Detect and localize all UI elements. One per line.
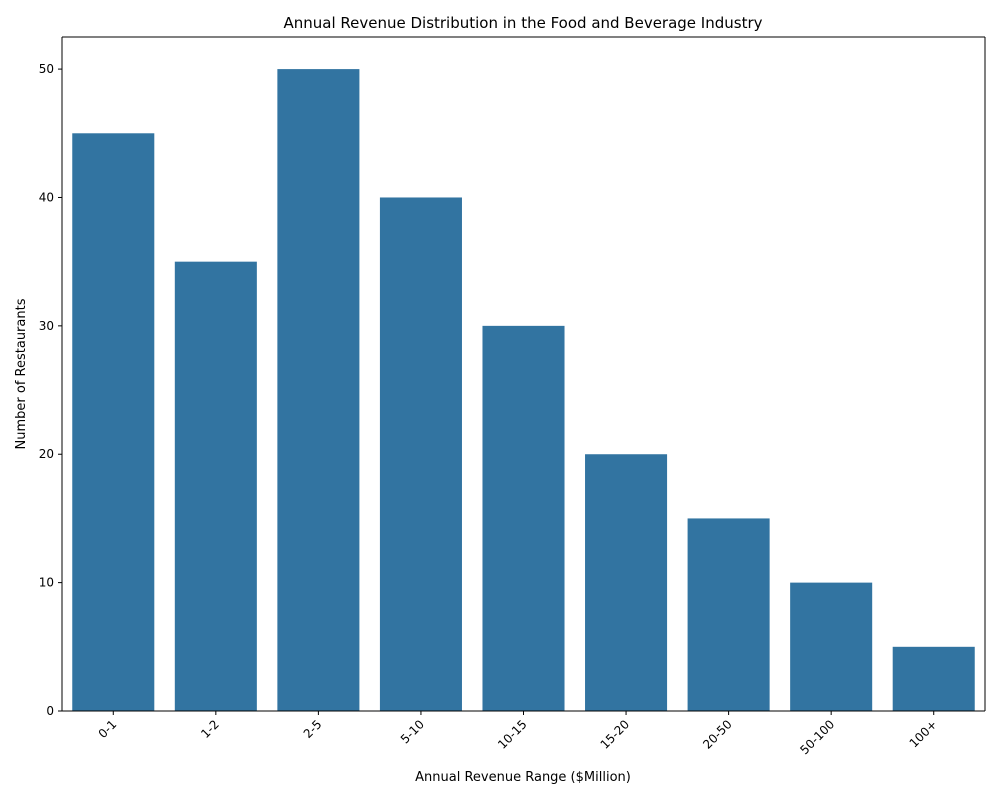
bar-1-2 [174,261,257,711]
bar-50-100 [790,582,873,711]
y-tick-label: 30 [39,319,54,333]
y-axis-label: Number of Restaurants [14,298,29,449]
x-tick-label: 50-100 [797,717,837,757]
y-tick-label: 20 [39,447,54,461]
x-tick-label: 10-15 [495,717,530,752]
x-tick-label: 15-20 [598,717,633,752]
bar-20-50 [687,518,770,711]
x-tick-label: 100+ [907,717,940,750]
x-tick-label: 5-10 [398,717,427,746]
plot-area: 0 10 20 30 40 50 0-1 1-2 2-5 5-10 10-15 15-20 20-50 5… [39,36,986,757]
bar-0-1 [72,133,155,712]
y-tick-label: 50 [39,62,54,76]
y-tick-label: 40 [39,190,54,204]
x-tick-label: 2-5 [301,717,325,741]
bar-2-5 [277,69,360,712]
y-tick-label: 0 [46,704,54,718]
x-tick-label: 1-2 [198,717,222,741]
y-tick-label: 10 [39,576,54,590]
bar-10-15 [482,325,565,711]
bar-100+ [892,646,975,711]
x-tick-label: 0-1 [96,717,120,741]
bar-5-10 [379,197,462,711]
bar-15-20 [585,454,668,711]
x-axis-label: Annual Revenue Range ($Million) [415,770,631,785]
x-tick-label: 20-50 [700,717,735,752]
chart-title: Annual Revenue Distribution in the Food … [283,14,762,32]
